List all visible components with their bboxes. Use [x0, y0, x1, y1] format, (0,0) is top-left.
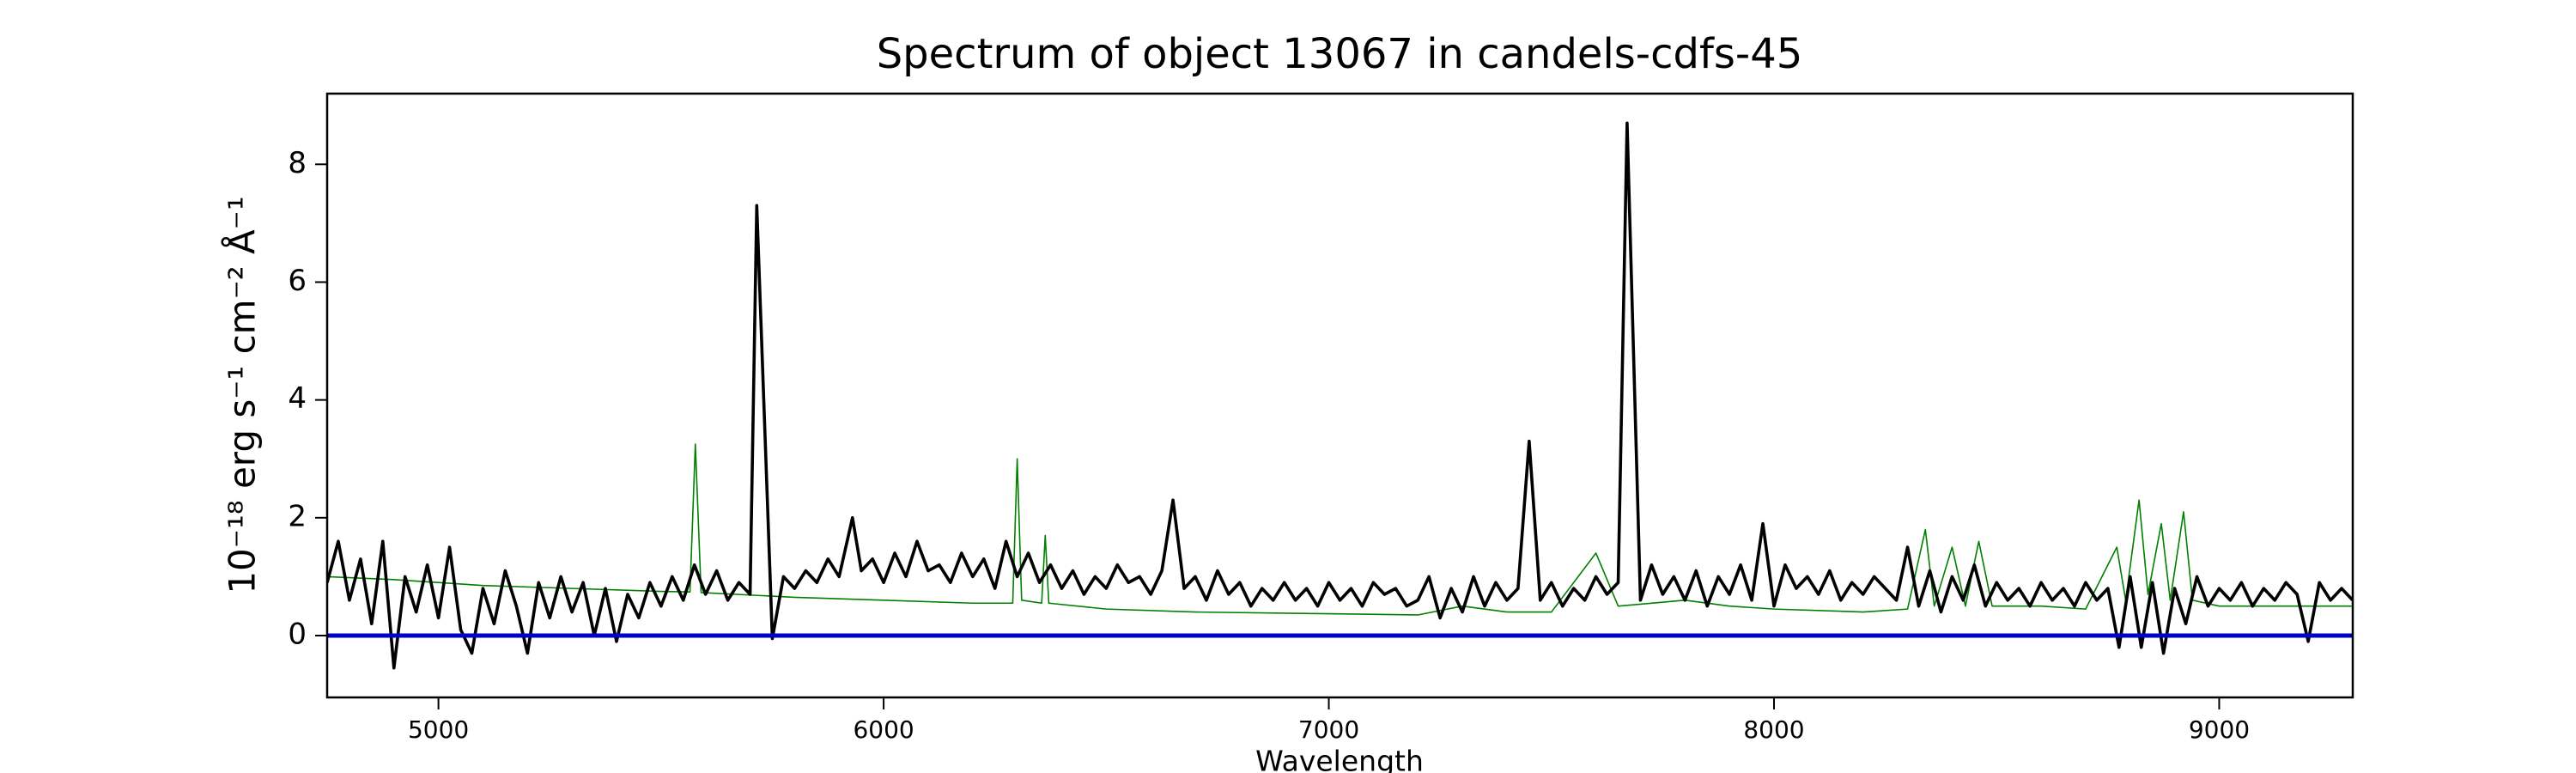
y-tick-label: 8 — [288, 146, 307, 180]
x-tick-label: 8000 — [1743, 715, 1804, 744]
spectrum-line — [327, 443, 2353, 616]
y-axis-label: 10⁻¹⁸ erg s⁻¹ cm⁻² Å⁻¹ — [221, 196, 264, 593]
x-tick-label: 7000 — [1298, 715, 1359, 744]
x-tick-label: 9000 — [2189, 715, 2250, 744]
y-tick-label: 4 — [288, 381, 307, 416]
spectrum-line — [327, 121, 2353, 670]
plot-frame — [325, 92, 2354, 699]
chart-title: Spectrum of object 13067 in candels-cdfs… — [877, 30, 1803, 78]
x-tick-label: 6000 — [853, 715, 914, 744]
x-tick-label: 5000 — [408, 715, 469, 744]
x-axis-label: Wavelength — [1255, 745, 1424, 773]
y-tick-label: 2 — [288, 499, 307, 533]
y-tick-label: 0 — [288, 617, 307, 651]
y-tick-label: 6 — [288, 264, 307, 298]
